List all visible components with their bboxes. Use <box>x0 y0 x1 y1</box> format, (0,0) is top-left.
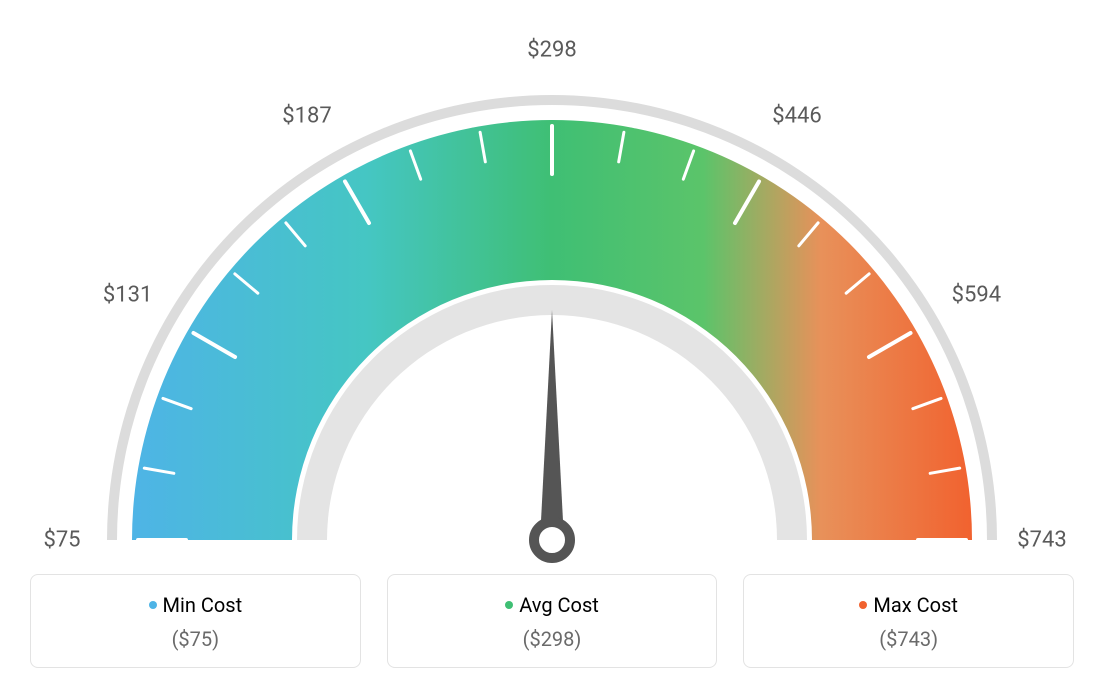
gauge-svg <box>0 40 1104 600</box>
gauge-tick-label: $446 <box>772 103 821 128</box>
legend-row: Min Cost ($75) Avg Cost ($298) Max Cost … <box>30 574 1074 668</box>
legend-max-value: ($743) <box>754 627 1063 651</box>
legend-avg-value: ($298) <box>398 627 707 651</box>
legend-card-avg: Avg Cost ($298) <box>387 574 718 668</box>
gauge-area: $75 $131 $187 $298 $446 $594 $743 <box>0 0 1104 560</box>
cost-gauge-chart: $75 $131 $187 $298 $446 $594 $743 Min Cost ($7… <box>0 0 1104 690</box>
dot-icon <box>505 601 513 609</box>
gauge-tick-label: $743 <box>1017 528 1066 553</box>
legend-min-title: Min Cost <box>41 593 350 617</box>
legend-max-label: Max Cost <box>873 593 958 617</box>
gauge-tick-label: $187 <box>282 103 331 128</box>
gauge-tick-label: $75 <box>43 528 80 553</box>
gauge-tick-label: $298 <box>527 38 576 63</box>
gauge-tick-label: $131 <box>103 283 152 308</box>
legend-avg-title: Avg Cost <box>398 593 707 617</box>
legend-max-title: Max Cost <box>754 593 1063 617</box>
legend-min-value: ($75) <box>41 627 350 651</box>
dot-icon <box>149 601 157 609</box>
legend-card-max: Max Cost ($743) <box>743 574 1074 668</box>
dot-icon <box>859 601 867 609</box>
legend-card-min: Min Cost ($75) <box>30 574 361 668</box>
gauge-tick-label: $594 <box>952 283 1001 308</box>
legend-avg-label: Avg Cost <box>519 593 599 617</box>
gauge-needle <box>534 310 570 558</box>
legend-min-label: Min Cost <box>163 593 243 617</box>
